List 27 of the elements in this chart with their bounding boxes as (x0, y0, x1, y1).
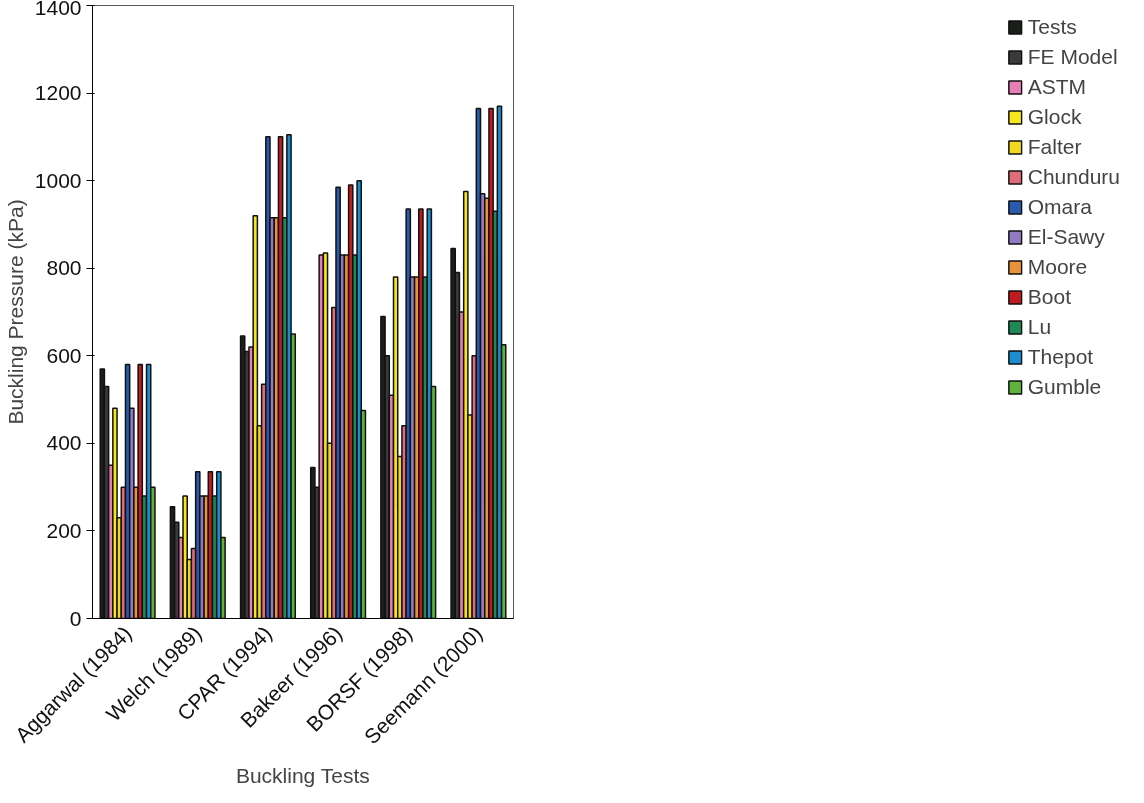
legend-label: FE Model (1027, 45, 1118, 69)
y-tick-label: 200 (46, 518, 82, 542)
legend-label: Moore (1027, 255, 1088, 279)
legend-label: Glock (1027, 105, 1082, 129)
legend-label: Tests (1027, 15, 1077, 39)
legend-label: Omara (1027, 195, 1092, 219)
legend-label: Thepot (1027, 345, 1094, 369)
legend-label: Lu (1027, 315, 1052, 339)
bar (252, 214, 259, 619)
bar (426, 208, 433, 619)
y-tick-label: 800 (46, 256, 82, 280)
y-tick-label: 1000 (34, 168, 82, 192)
y-tick-label: 0 (69, 606, 82, 630)
x-axis-title: Buckling Tests (235, 764, 370, 788)
bar (405, 208, 412, 619)
legend-label: Boot (1027, 285, 1071, 309)
legend-label: El-Sawy (1027, 225, 1105, 249)
bar (137, 363, 144, 619)
y-tick-label: 600 (46, 343, 82, 367)
legend-label: Chunduru (1027, 165, 1120, 189)
y-tick-label: 400 (46, 431, 82, 455)
legend-label: Falter (1027, 135, 1082, 159)
y-axis-title: Buckling Pressure (kPa) (3, 199, 27, 425)
y-tick-label: 1400 (34, 0, 82, 19)
legend-label: Gumble (1027, 375, 1102, 399)
legend-label: ASTM (1027, 75, 1087, 99)
y-tick-label: 1200 (34, 81, 82, 105)
